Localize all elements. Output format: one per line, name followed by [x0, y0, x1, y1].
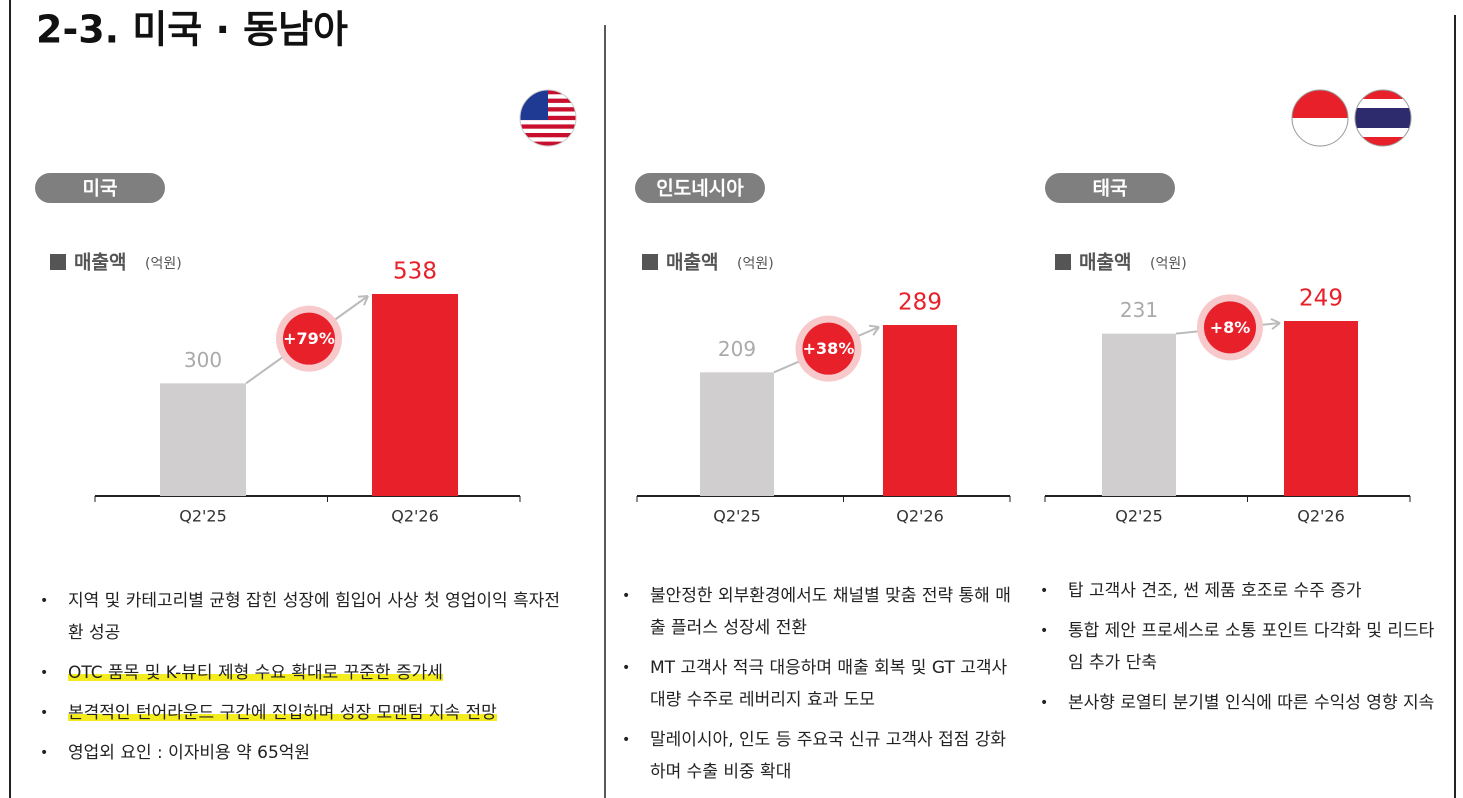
- value-label: 231: [1120, 298, 1158, 322]
- page-title: 2-3. 미국 · 동남아: [36, 8, 348, 52]
- bullet-text: 말레이시아, 인도 등 주요국 신규 고객사 접점 강화하며 수출 비중 확대: [650, 730, 1007, 782]
- growth-label: +79%: [283, 329, 335, 348]
- section-label: 인도네시아: [656, 178, 744, 200]
- section-pill: [35, 173, 165, 203]
- bullet: 말레이시아, 인도 등 주요국 신규 고객사 접점 강화하며 수출 비중 확대: [622, 724, 1012, 788]
- bar: [700, 372, 774, 496]
- unit-label: (억원): [145, 256, 182, 272]
- bullet-text: 통합 제안 프로세스로 소통 포인트 다각화 및 리드타임 추가 단축: [1068, 621, 1435, 673]
- section-label: 태국: [1093, 178, 1128, 200]
- bullet-list: 지역 및 카테고리별 균형 잡힌 성장에 힘입어 사상 첫 영업이익 흑자전환 …: [40, 585, 570, 777]
- value-label: 289: [898, 290, 942, 316]
- growth-label: +38%: [803, 339, 855, 358]
- value-label: 300: [184, 348, 222, 372]
- chart-title: 매출액: [1079, 252, 1131, 274]
- growth-label: +8%: [1210, 318, 1251, 337]
- value-label: 209: [718, 337, 756, 361]
- bullet-text: 지역 및 카테고리별 균형 잡힌 성장에 힘입어 사상 첫 영업이익 흑자전환 …: [68, 591, 560, 643]
- chart-title: 매출액: [74, 252, 126, 274]
- us-flag: [519, 89, 577, 147]
- indonesia-flag: [1291, 89, 1349, 147]
- section-label: 미국: [83, 178, 118, 200]
- value-label: 538: [393, 259, 437, 285]
- bullet-text: OTC 품목 및 K-뷰티 제형 수요 확대로 꾸준한 증가세: [68, 663, 443, 683]
- growth-badge: [1204, 301, 1256, 354]
- arrow-head: [868, 324, 880, 336]
- chart-title: 매출액: [666, 252, 718, 274]
- bullet-text: MT 고객사 적극 대응하며 매출 회복 및 GT 고객사 대량 수주로 레버리…: [650, 658, 1008, 710]
- x-tick-label: Q2'25: [713, 507, 761, 526]
- bullet: 지역 및 카테고리별 균형 잡힌 성장에 힘입어 사상 첫 영업이익 흑자전환 …: [40, 585, 570, 649]
- legend-square: [642, 254, 658, 270]
- legend-square: [50, 254, 66, 270]
- bullet: 본사향 로열티 분기별 인식에 따른 수익성 영향 지속: [1040, 687, 1435, 719]
- growth-badge: [283, 312, 335, 365]
- bullet: MT 고객사 적극 대응하며 매출 회복 및 GT 고객사 대량 수주로 레버리…: [622, 652, 1012, 716]
- bar: [1102, 333, 1176, 496]
- thailand-flag: [1354, 89, 1412, 147]
- bullet-list: 탑 고객사 견조, 썬 제품 호조로 수주 증가통합 제안 프로세스로 소통 포…: [1040, 575, 1435, 727]
- bullet-text: 본사향 로열티 분기별 인식에 따른 수익성 영향 지속: [1068, 693, 1435, 713]
- unit-label: (억원): [737, 256, 774, 272]
- x-tick-label: Q2'26: [391, 507, 439, 526]
- bullet: 통합 제안 프로세스로 소통 포인트 다각화 및 리드타임 추가 단축: [1040, 615, 1435, 679]
- section-pill: [1045, 173, 1175, 203]
- x-tick-label: Q2'26: [1297, 507, 1345, 526]
- x-tick-label: Q2'25: [179, 507, 227, 526]
- bullet: 본격적인 턴어라운드 구간에 진입하며 성장 모멘텀 지속 전망: [40, 697, 570, 729]
- bullet-text: 영업외 요인 : 이자비용 약 65억원: [68, 743, 311, 763]
- bullet-list: 불안정한 외부환경에서도 채널별 맞춤 전략 통해 매출 플러스 성장세 전환 M…: [622, 580, 1012, 796]
- bullet-text: 탑 고객사 견조, 썬 제품 호조로 수주 증가: [1068, 581, 1362, 601]
- x-tick-label: Q2'26: [896, 507, 944, 526]
- growth-badge: [802, 322, 855, 375]
- bullet-text: 본격적인 턴어라운드 구간에 진입하며 성장 모멘텀 지속 전망: [68, 703, 497, 723]
- value-label: 249: [1299, 286, 1343, 312]
- bar: [372, 294, 458, 496]
- x-tick-label: Q2'25: [1115, 507, 1163, 526]
- bar: [160, 383, 246, 496]
- arrow-head: [357, 295, 369, 306]
- bullet: 영업외 요인 : 이자비용 약 65억원: [40, 737, 570, 769]
- bullet: OTC 품목 및 K-뷰티 제형 수요 확대로 꾸준한 증가세: [40, 657, 570, 689]
- bullet-text: 불안정한 외부환경에서도 채널별 맞춤 전략 통해 매출 플러스 성장세 전환: [650, 586, 1011, 638]
- legend-square: [1055, 254, 1071, 270]
- bar: [1284, 321, 1358, 496]
- section-pill: [635, 173, 765, 203]
- arrow-head: [1270, 317, 1281, 330]
- bullet: 불안정한 외부환경에서도 채널별 맞춤 전략 통해 매출 플러스 성장세 전환: [622, 580, 1012, 644]
- unit-label: (억원): [1150, 256, 1187, 272]
- bullet: 탑 고객사 견조, 썬 제품 호조로 수주 증가: [1040, 575, 1435, 607]
- bar: [883, 325, 957, 496]
